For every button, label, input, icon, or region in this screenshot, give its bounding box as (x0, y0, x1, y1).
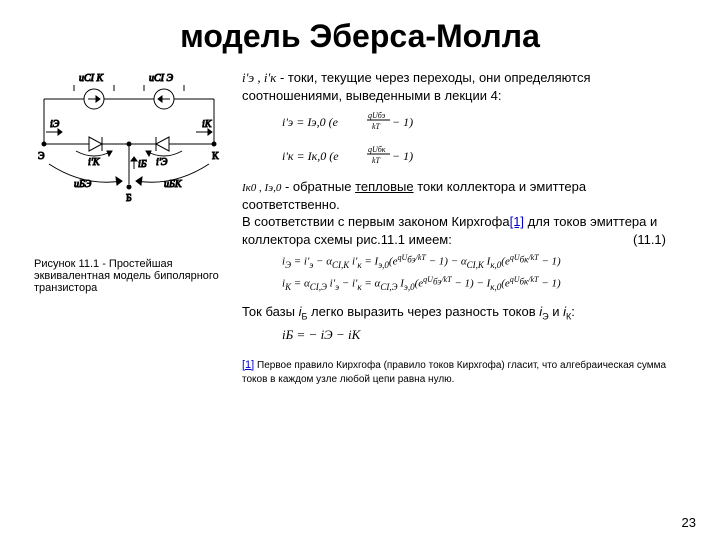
left-column: uСI К uСI Э (34, 69, 242, 386)
svg-text:i'к = Iк,0 (e: i'к = Iк,0 (e (282, 149, 339, 163)
para-2: Iк0 , Iэ,0 - обратные тепловые токи колл… (242, 178, 686, 248)
label-b: Б (126, 193, 132, 204)
circuit-diagram: uСI К uСI Э (34, 69, 224, 209)
eq-ie: iЭ = i'э − αСI,К i'к = Iэ,0(eqUбэ/kT − 1… (282, 253, 686, 271)
svg-text:kT: kT (372, 122, 381, 131)
content-columns: uСI К uСI Э (34, 69, 686, 386)
label-ib: iБ (138, 159, 147, 170)
label-uc2k: uСI Э (149, 73, 174, 84)
footnote-text: Первое правило Кирхгофа (правило токов К… (242, 360, 666, 385)
page-number: 23 (682, 515, 696, 530)
eq-ik: iК = αСI,Э i'э − i'к = αСI,Э Iэ,0(eqUбэ/… (282, 275, 686, 293)
svg-text:− 1): − 1) (392, 115, 413, 129)
label-uc1k: uСI К (79, 73, 105, 84)
svg-text:− 1): − 1) (392, 149, 413, 163)
para2-symbols: Iк0 , Iэ,0 (242, 182, 281, 194)
footnote-ref-link[interactable]: [1] (510, 214, 524, 229)
equation-number: (11.1) (633, 231, 666, 249)
label-ipe: i'Э (156, 157, 168, 168)
label-ipk: i'К (88, 157, 101, 168)
label-ube: uБЭ (74, 179, 92, 190)
label-k: К (212, 151, 219, 162)
page: модель Эберса-Молла uСI К uСI Э (0, 0, 720, 540)
svg-text:qUбэ: qUбэ (368, 111, 386, 120)
svg-text:kT: kT (372, 156, 381, 165)
label-ie: iЭ (50, 119, 60, 130)
para1-symbols: i'э , i'к (242, 70, 276, 85)
para2-text-a: - обратные (281, 179, 355, 194)
svg-text:i'э = Iэ,0 (e: i'э = Iэ,0 (e (282, 115, 339, 129)
right-column: i'э , i'к - токи, текущие через переходы… (242, 69, 686, 386)
para-3: Ток базы iБ легко выразить через разност… (242, 303, 686, 323)
eq-ib: iБ = − iЭ − iК (282, 326, 686, 344)
label-ik: iК (202, 119, 213, 130)
para2-line2a: В соответствии с первым законом Кирхгофа (242, 214, 510, 229)
eq-iprime-e: i'э = Iэ,0 (e qUбэ kT − 1) (282, 108, 452, 138)
eq-iprime-k: i'к = Iк,0 (e qUбк kT − 1) (282, 142, 452, 172)
label-ubk: uБК (164, 179, 183, 190)
svg-text:qUбк: qUбк (368, 145, 386, 154)
para2-underlined: тепловые (355, 179, 414, 194)
figure-caption: Рисунок 11.1 - Простейшая эквивалентная … (34, 258, 234, 294)
label-e: Э (38, 151, 45, 162)
footnote: [1] Первое правило Кирхгофа (правило ток… (242, 358, 686, 386)
para-1: i'э , i'к - токи, текущие через переходы… (242, 69, 686, 104)
page-title: модель Эберса-Молла (34, 18, 686, 55)
para1-text: - токи, текущие через переходы, они опре… (242, 70, 591, 103)
footnote-anchor-link[interactable]: [1] (242, 359, 254, 371)
